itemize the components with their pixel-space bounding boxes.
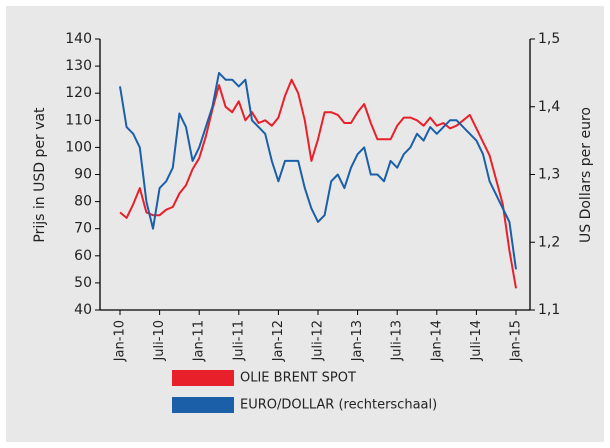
y-tick-label: 90: [74, 167, 92, 183]
y2-tick-label: 1,2: [538, 234, 560, 250]
x-tick-label: Juli-12: [311, 320, 326, 362]
y-tick-label: 70: [74, 221, 92, 237]
y2-tick-label: 1,5: [538, 31, 560, 47]
series-line: [119, 78, 517, 289]
y-tick-label: 120: [65, 85, 92, 101]
y-tick-label: 100: [65, 139, 92, 155]
legend-swatch: [172, 370, 234, 386]
legend-swatch: [172, 397, 234, 413]
x-tick-label: Jan-13: [350, 320, 365, 362]
series-line: [119, 71, 517, 270]
x-tick-label: Jan-15: [509, 320, 524, 362]
y-tick-label: 130: [65, 58, 92, 74]
y-tick-label: 110: [65, 112, 92, 128]
panel: [6, 6, 604, 442]
y-tick-label: 60: [74, 248, 92, 264]
x-tick-label: Jan-11: [192, 320, 207, 362]
x-tick-label: Juli-10: [152, 320, 167, 362]
x-tick-label: Jan-10: [113, 320, 128, 362]
y-axis-label: Prijs in USD per vat: [32, 107, 48, 243]
legend-label: OLIE BRENT SPOT: [240, 371, 356, 386]
legend-label: EURO/DOLLAR (rechterschaal): [240, 398, 437, 413]
x-tick-label: Jan-12: [271, 320, 286, 362]
y-tick-label: 50: [74, 275, 92, 291]
x-tick-label: Juli-13: [390, 320, 405, 362]
x-tick-label: Jan-14: [429, 320, 444, 362]
x-tick-label: Juli-14: [469, 320, 484, 362]
y2-tick-label: 1,3: [538, 167, 560, 183]
y-tick-label: 40: [74, 302, 92, 318]
y-tick-label: 80: [74, 194, 92, 210]
y2-tick-label: 1,1: [538, 302, 560, 318]
y-tick-label: 140: [65, 31, 92, 47]
y2-tick-label: 1,4: [538, 99, 560, 115]
y2-axis-label: US Dollars per euro: [578, 107, 594, 243]
x-tick-label: Juli-11: [231, 320, 246, 362]
